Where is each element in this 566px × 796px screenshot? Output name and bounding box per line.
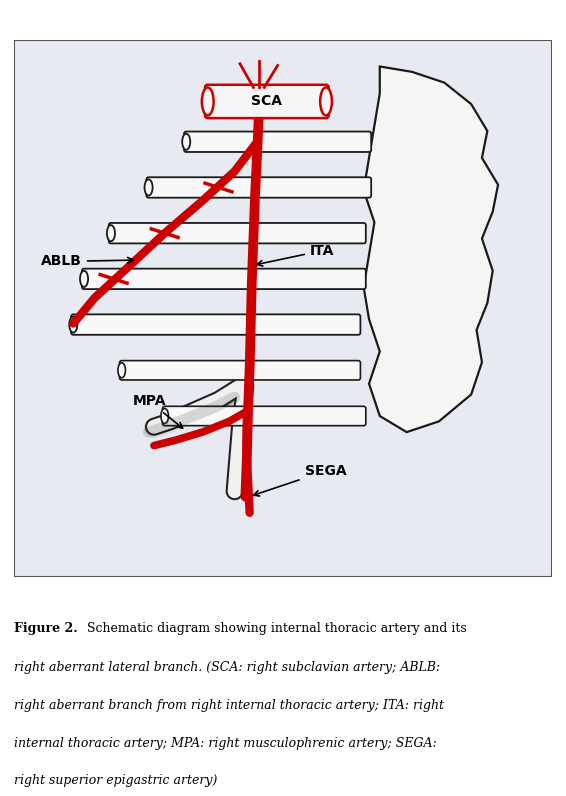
Ellipse shape: [161, 408, 169, 423]
Text: SEGA: SEGA: [254, 464, 346, 496]
Text: right superior epigastric artery): right superior epigastric artery): [14, 775, 217, 787]
FancyBboxPatch shape: [205, 84, 329, 118]
Text: ABLB: ABLB: [41, 255, 133, 268]
Ellipse shape: [80, 271, 88, 287]
Text: right aberrant lateral branch. (SCA: right subclavian artery; ABLB:: right aberrant lateral branch. (SCA: rig…: [14, 661, 440, 674]
Text: internal thoracic artery; MPA: right musculophrenic artery; SEGA:: internal thoracic artery; MPA: right mus…: [14, 737, 437, 750]
Ellipse shape: [320, 88, 332, 115]
FancyBboxPatch shape: [14, 40, 552, 577]
FancyBboxPatch shape: [82, 269, 366, 289]
Text: right aberrant branch from right internal thoracic artery; ITA: right: right aberrant branch from right interna…: [14, 699, 444, 712]
FancyBboxPatch shape: [184, 131, 371, 152]
Polygon shape: [364, 67, 498, 432]
Text: Figure 2.: Figure 2.: [14, 622, 78, 635]
Ellipse shape: [118, 363, 126, 378]
Ellipse shape: [182, 134, 190, 150]
Ellipse shape: [107, 225, 115, 241]
FancyBboxPatch shape: [147, 178, 371, 197]
FancyBboxPatch shape: [162, 406, 366, 426]
Ellipse shape: [69, 317, 78, 333]
Ellipse shape: [202, 88, 213, 115]
Text: ITA: ITA: [257, 244, 335, 266]
Ellipse shape: [144, 179, 153, 196]
Text: Schematic diagram showing internal thoracic artery and its: Schematic diagram showing internal thora…: [87, 622, 466, 635]
Text: MPA: MPA: [132, 394, 183, 428]
FancyBboxPatch shape: [109, 223, 366, 244]
Text: SCA: SCA: [251, 95, 282, 108]
FancyBboxPatch shape: [119, 361, 361, 380]
FancyBboxPatch shape: [71, 314, 361, 335]
